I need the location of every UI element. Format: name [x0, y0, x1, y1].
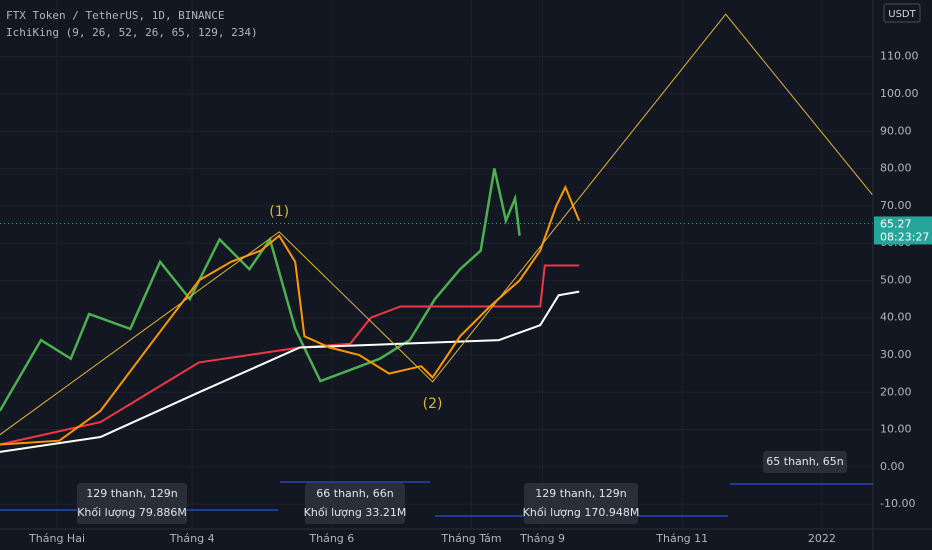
- price-label: 65.27: [880, 217, 912, 230]
- range-volume: Khối lượng 170.948M: [523, 506, 640, 519]
- range-volume: Khối lượng 33.21M: [304, 506, 407, 519]
- y-tick-label: 80.00: [880, 162, 912, 175]
- range-bars: 65 thanh, 65n: [766, 455, 843, 468]
- range-bars: 66 thanh, 66n: [316, 487, 393, 500]
- range-bars: 129 thanh, 129n: [535, 487, 626, 500]
- series-line: [0, 168, 521, 412]
- unit-badge[interactable]: [883, 3, 921, 23]
- y-tick-label: 40.00: [880, 311, 912, 324]
- series-line: [0, 264, 580, 446]
- x-tick-label: Tháng 11: [655, 532, 708, 545]
- range-bars: 129 thanh, 129n: [86, 487, 177, 500]
- y-tick-label: 90.00: [880, 124, 912, 137]
- plot-area: [0, 0, 873, 528]
- x-tick-label: 2022: [808, 532, 836, 545]
- y-tick-label: 0.00: [880, 460, 905, 473]
- countdown-label: 08:23:27: [880, 230, 929, 243]
- x-tick-label: Tháng Hai: [28, 532, 85, 545]
- chart-title: FTX Token / TetherUS, 1D, BINANCE: [6, 9, 225, 22]
- x-tick-label: Tháng 9: [519, 532, 565, 545]
- wave-label: (2): [423, 396, 443, 412]
- x-tick-label: Tháng 4: [169, 532, 215, 545]
- unit-label[interactable]: USDT: [888, 9, 916, 20]
- range-box: [305, 483, 405, 524]
- y-tick-label: 10.00: [880, 423, 912, 436]
- range-box: [763, 451, 847, 473]
- series-line: [0, 290, 580, 453]
- x-tick-label: Tháng 6: [308, 532, 354, 545]
- range-box: [524, 483, 638, 524]
- y-tick-label: 50.00: [880, 273, 912, 286]
- price-tag: [874, 216, 932, 245]
- wave-label: (3): [716, 0, 736, 2]
- indicator-label: IchiKing (9, 26, 52, 26, 65, 129, 234): [6, 26, 258, 39]
- y-tick-label: 20.00: [880, 385, 912, 398]
- y-tick-label: 70.00: [880, 199, 912, 212]
- wave-line: [0, 13, 873, 436]
- y-tick-label: 100.00: [880, 87, 919, 100]
- range-volume: Khối lượng 79.886M: [77, 506, 187, 519]
- wave-label: (1): [269, 204, 289, 220]
- y-tick-label: 30.00: [880, 348, 912, 361]
- x-tick-label: Tháng Tám: [440, 532, 501, 545]
- y-tick-label: -10.00: [880, 497, 915, 510]
- range-box: [77, 483, 187, 524]
- y-tick-label: 110.00: [880, 50, 919, 63]
- series-line: [0, 184, 581, 446]
